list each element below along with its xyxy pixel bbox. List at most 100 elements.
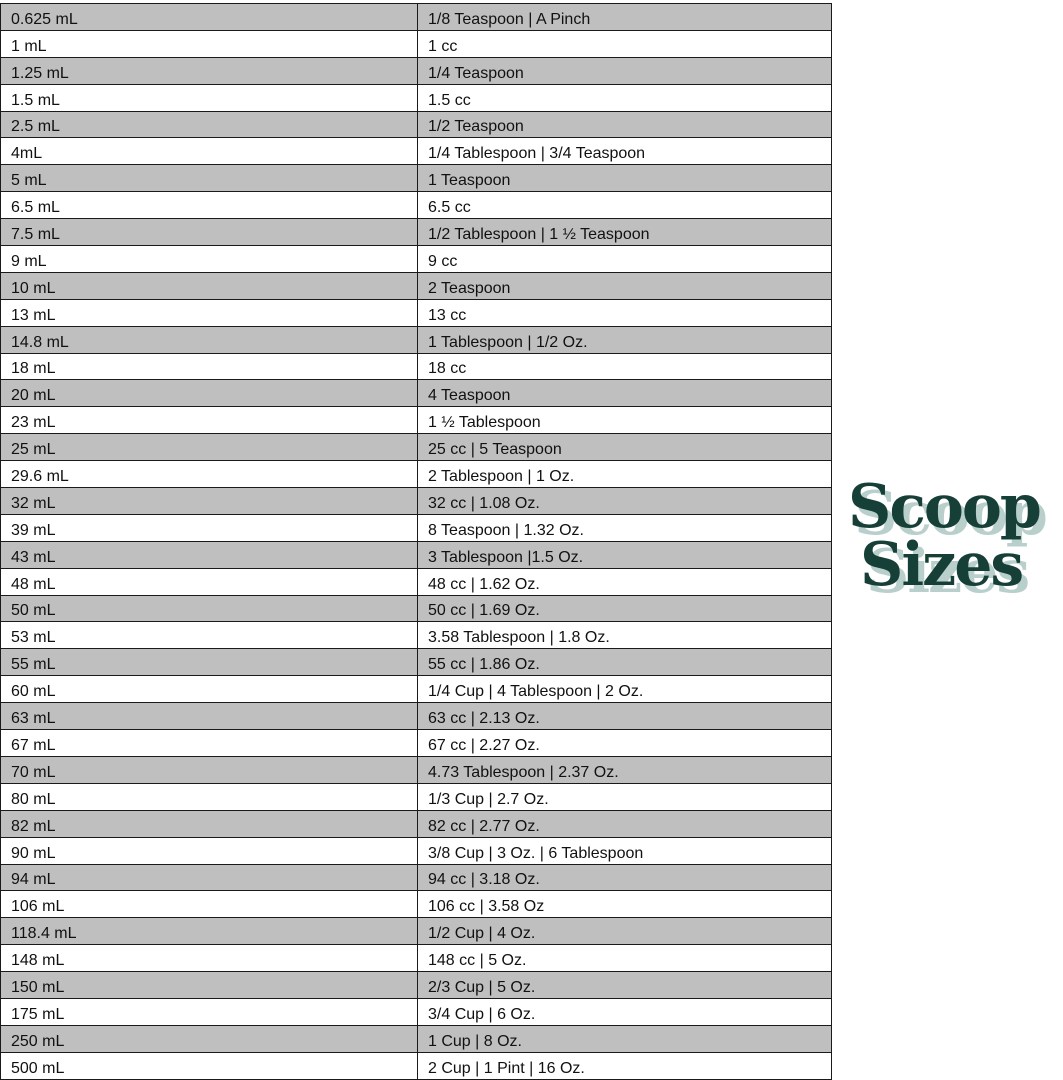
equivalent-cell: 4 Teaspoon xyxy=(417,379,832,408)
volume-ml-cell: 150 mL xyxy=(0,971,418,999)
table-row: 18 mL 18 cc xyxy=(0,352,832,381)
table-row: 2.5 mL 1/2 Teaspoon xyxy=(0,110,832,139)
table-row: 1.5 mL 1.5 cc xyxy=(0,83,832,112)
table-row: 4mL 1/4 Tablespoon | 3/4 Teaspoon xyxy=(0,137,832,166)
table-row: 23 mL 1 ½ Tablespoon xyxy=(0,406,832,435)
volume-ml-cell: 10 mL xyxy=(0,271,418,300)
volume-ml-cell: 0.625 mL xyxy=(0,3,418,31)
volume-ml-cell: 9 mL xyxy=(0,245,418,273)
logo-line-1: Scoop xyxy=(848,472,1042,542)
equivalent-cell: 94 cc | 3.18 Oz. xyxy=(417,863,832,892)
table-row: 25 mL 25 cc | 5 Teaspoon xyxy=(0,433,832,462)
equivalent-cell: 1/4 Teaspoon xyxy=(417,56,832,85)
equivalent-cell: 32 cc | 1.08 Oz. xyxy=(417,487,832,515)
volume-ml-cell: 82 mL xyxy=(0,809,418,838)
volume-ml-cell: 14.8 mL xyxy=(0,325,418,354)
volume-ml-cell: 1.25 mL xyxy=(0,56,418,85)
volume-ml-cell: 29.6 mL xyxy=(0,460,418,489)
table-row: 55 mL 55 cc | 1.86 Oz. xyxy=(0,648,832,677)
table-row: 1.25 mL 1/4 Teaspoon xyxy=(0,56,832,85)
table-row: 175 mL 3/4 Cup | 6 Oz. xyxy=(0,997,832,1026)
equivalent-cell: 2 Tablespoon | 1 Oz. xyxy=(417,460,832,489)
equivalent-cell: 13 cc xyxy=(417,298,832,327)
table-row: 67 mL 67 cc | 2.27 Oz. xyxy=(0,729,832,757)
equivalent-cell: 3/4 Cup | 6 Oz. xyxy=(417,997,832,1026)
table-row: 29.6 mL 2 Tablespoon | 1 Oz. xyxy=(0,460,832,489)
table-row: 70 mL 4.73 Tablespoon | 2.37 Oz. xyxy=(0,755,832,784)
table-row: 14.8 mL 1 Tablespoon | 1/2 Oz. xyxy=(0,325,832,354)
volume-ml-cell: 63 mL xyxy=(0,702,418,731)
equivalent-cell: 6.5 cc xyxy=(417,191,832,220)
logo-line-2: Sizes xyxy=(860,530,1024,600)
equivalent-cell: 2 Cup | 1 Pint | 16 Oz. xyxy=(417,1051,832,1080)
volume-ml-cell: 500 mL xyxy=(0,1051,418,1080)
equivalent-cell: 1/4 Cup | 4 Tablespoon | 2 Oz. xyxy=(417,675,832,704)
volume-ml-cell: 39 mL xyxy=(0,513,418,542)
volume-ml-cell: 250 mL xyxy=(0,1024,418,1053)
volume-ml-cell: 18 mL xyxy=(0,352,418,381)
equivalent-cell: 1 Teaspoon xyxy=(417,164,832,193)
volume-ml-cell: 70 mL xyxy=(0,755,418,784)
volume-ml-cell: 2.5 mL xyxy=(0,110,418,139)
equivalent-cell: 3.58 Tablespoon | 1.8 Oz. xyxy=(417,621,832,650)
volume-ml-cell: 13 mL xyxy=(0,298,418,327)
volume-ml-cell: 67 mL xyxy=(0,729,418,757)
table-row: 7.5 mL 1/2 Tablespoon | 1 ½ Teaspoon xyxy=(0,218,832,247)
volume-ml-cell: 25 mL xyxy=(0,433,418,462)
volume-ml-cell: 53 mL xyxy=(0,621,418,650)
table-row: 148 mL 148 cc | 5 Oz. xyxy=(0,944,832,973)
volume-ml-cell: 43 mL xyxy=(0,540,418,569)
table-row: 32 mL 32 cc | 1.08 Oz. xyxy=(0,487,832,515)
scoop-size-table: 0.625 mL 1/8 Teaspoon | A Pinch 1 mL 1 cc 1.… xyxy=(0,3,832,1080)
table-row: 118.4 mL 1/2 Cup | 4 Oz. xyxy=(0,917,832,946)
volume-ml-cell: 55 mL xyxy=(0,648,418,677)
volume-ml-cell: 90 mL xyxy=(0,836,418,865)
equivalent-cell: 1/2 Cup | 4 Oz. xyxy=(417,917,832,946)
equivalent-cell: 63 cc | 2.13 Oz. xyxy=(417,702,832,731)
volume-ml-cell: 20 mL xyxy=(0,379,418,408)
equivalent-cell: 25 cc | 5 Teaspoon xyxy=(417,433,832,462)
table-row: 20 mL 4 Teaspoon xyxy=(0,379,832,408)
table-row: 82 mL 82 cc | 2.77 Oz. xyxy=(0,809,832,838)
equivalent-cell: 3 Tablespoon |1.5 Oz. xyxy=(417,540,832,569)
equivalent-cell: 55 cc | 1.86 Oz. xyxy=(417,648,832,677)
equivalent-cell: 1 Cup | 8 Oz. xyxy=(417,1024,832,1053)
table-row: 0.625 mL 1/8 Teaspoon | A Pinch xyxy=(0,3,832,31)
volume-ml-cell: 60 mL xyxy=(0,675,418,704)
table-row: 63 mL 63 cc | 2.13 Oz. xyxy=(0,702,832,731)
volume-ml-cell: 23 mL xyxy=(0,406,418,435)
table-row: 43 mL 3 Tablespoon |1.5 Oz. xyxy=(0,540,832,569)
volume-ml-cell: 50 mL xyxy=(0,594,418,623)
equivalent-cell: 1 cc xyxy=(417,29,832,58)
equivalent-cell: 1/8 Teaspoon | A Pinch xyxy=(417,3,832,31)
table-row: 48 mL 48 cc | 1.62 Oz. xyxy=(0,567,832,596)
equivalent-cell: 50 cc | 1.69 Oz. xyxy=(417,594,832,623)
volume-ml-cell: 148 mL xyxy=(0,944,418,973)
volume-ml-cell: 94 mL xyxy=(0,863,418,892)
equivalent-cell: 82 cc | 2.77 Oz. xyxy=(417,809,832,838)
equivalent-cell: 2/3 Cup | 5 Oz. xyxy=(417,971,832,999)
table-row: 106 mL 106 cc | 3.58 Oz xyxy=(0,890,832,919)
table-row: 39 mL 8 Teaspoon | 1.32 Oz. xyxy=(0,513,832,542)
table-row: 53 mL 3.58 Tablespoon | 1.8 Oz. xyxy=(0,621,832,650)
equivalent-cell: 1/4 Tablespoon | 3/4 Teaspoon xyxy=(417,137,832,166)
volume-ml-cell: 175 mL xyxy=(0,997,418,1026)
table-row: 90 mL 3/8 Cup | 3 Oz. | 6 Tablespoon xyxy=(0,836,832,865)
volume-ml-cell: 4mL xyxy=(0,137,418,166)
volume-ml-cell: 1.5 mL xyxy=(0,83,418,112)
volume-ml-cell: 48 mL xyxy=(0,567,418,596)
volume-ml-cell: 6.5 mL xyxy=(0,191,418,220)
scoop-sizes-logo: Scoop Sizes xyxy=(848,472,1063,600)
equivalent-cell: 8 Teaspoon | 1.32 Oz. xyxy=(417,513,832,542)
volume-ml-cell: 7.5 mL xyxy=(0,218,418,247)
equivalent-cell: 4.73 Tablespoon | 2.37 Oz. xyxy=(417,755,832,784)
equivalent-cell: 18 cc xyxy=(417,352,832,381)
table-row: 13 mL 13 cc xyxy=(0,298,832,327)
equivalent-cell: 9 cc xyxy=(417,245,832,273)
table-row: 9 mL 9 cc xyxy=(0,245,832,273)
table-row: 94 mL 94 cc | 3.18 Oz. xyxy=(0,863,832,892)
table-row: 50 mL 50 cc | 1.69 Oz. xyxy=(0,594,832,623)
equivalent-cell: 106 cc | 3.58 Oz xyxy=(417,890,832,919)
table-row: 80 mL 1/3 Cup | 2.7 Oz. xyxy=(0,782,832,811)
volume-ml-cell: 1 mL xyxy=(0,29,418,58)
